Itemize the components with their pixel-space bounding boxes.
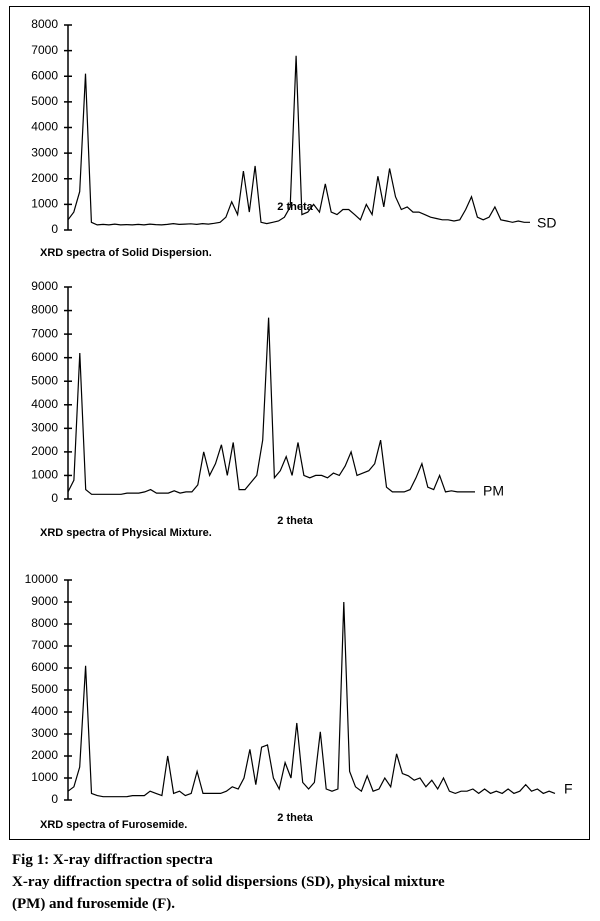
y-tick-label: 5000 (31, 94, 58, 108)
figure-title: Fig 1: X-ray diffraction spectra (12, 852, 213, 868)
y-tick-label: 9000 (31, 279, 58, 293)
x-axis-label: 2 theta (277, 515, 313, 527)
y-tick-label: 6000 (31, 660, 58, 674)
y-tick-label: 0 (51, 792, 58, 806)
x-axis-label: 2 theta (277, 812, 313, 824)
chart-caption: XRD spectra of Solid Dispersion. (40, 247, 212, 259)
y-tick-label: 5000 (31, 682, 58, 696)
x-axis-label: 2 theta (277, 201, 313, 213)
y-tick-label: 9000 (31, 594, 58, 608)
y-tick-label: 10000 (25, 572, 59, 586)
series-label: SD (537, 215, 556, 231)
spectrum-line (67, 317, 475, 495)
y-tick-label: 0 (51, 222, 58, 236)
spectrum-line (67, 601, 556, 798)
chart-caption: XRD spectra of Physical Mixture. (40, 527, 212, 539)
y-tick-label: 2000 (31, 748, 58, 762)
figure-caption: X-ray diffraction spectra of solid dispe… (12, 874, 445, 890)
series-label: F (564, 781, 573, 797)
y-tick-label: 1000 (31, 468, 58, 482)
chart-caption: XRD spectra of Furosemide. (40, 819, 187, 831)
y-tick-label: 4000 (31, 120, 58, 134)
y-tick-label: 0 (51, 491, 58, 505)
y-tick-label: 3000 (31, 421, 58, 435)
y-tick-label: 8000 (31, 303, 58, 317)
spectrum-line (67, 55, 530, 226)
y-tick-label: 3000 (31, 145, 58, 159)
y-tick-label: 7000 (31, 326, 58, 340)
y-tick-label: 5000 (31, 373, 58, 387)
y-tick-label: 8000 (31, 616, 58, 630)
y-tick-label: 3000 (31, 726, 58, 740)
figure-border (9, 6, 590, 840)
y-tick-label: 1000 (31, 197, 58, 211)
y-tick-label: 1000 (31, 770, 58, 784)
y-tick-label: 2000 (31, 444, 58, 458)
y-tick-label: 4000 (31, 397, 58, 411)
series-label: PM (483, 483, 504, 499)
y-tick-label: 7000 (31, 638, 58, 652)
y-tick-label: 4000 (31, 704, 58, 718)
y-tick-label: 6000 (31, 68, 58, 82)
y-tick-label: 7000 (31, 43, 58, 57)
y-tick-label: 2000 (31, 171, 58, 185)
figure-caption: (PM) and furosemide (F). (12, 896, 175, 912)
y-tick-label: 8000 (31, 17, 58, 31)
y-tick-label: 6000 (31, 350, 58, 364)
